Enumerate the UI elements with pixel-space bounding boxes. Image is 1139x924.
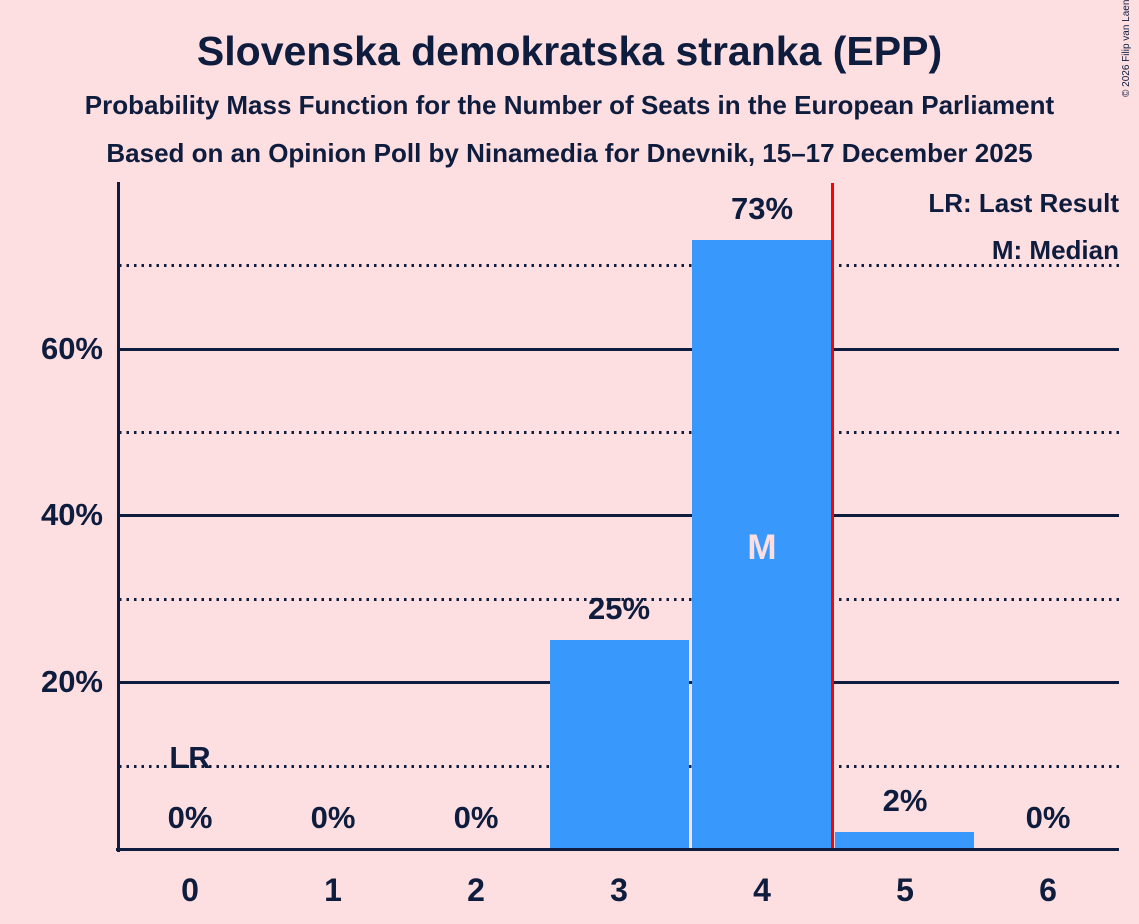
x-axis-label-seat-6: 6 [1039, 872, 1057, 908]
bar-value-label-seat-6: 0% [1025, 800, 1071, 835]
y-axis-tick-label: 20% [40, 664, 103, 699]
bar-seat-5 [835, 832, 974, 849]
chart-subtitle: Probability Mass Function for the Number… [84, 90, 1055, 120]
y-axis-line [117, 182, 120, 852]
bar-value-label-seat-3: 25% [587, 591, 651, 626]
solid-gridline-60 [119, 348, 1119, 351]
x-axis-label-seat-4: 4 [753, 872, 771, 908]
bar-value-label-seat-0: 0% [167, 800, 213, 835]
x-axis-label-seat-5: 5 [896, 872, 914, 908]
bar-value-label-seat-5: 2% [882, 783, 928, 818]
last-result-line [831, 183, 834, 850]
y-axis-tick-label: 60% [40, 331, 103, 366]
x-axis-label-seat-1: 1 [324, 872, 342, 908]
solid-gridline-40 [119, 514, 1119, 517]
dotted-gridline-70 [119, 264, 1119, 267]
last-result-annotation: LR [169, 740, 211, 775]
bar-value-label-seat-2: 0% [453, 800, 499, 835]
y-axis-tick-label: 40% [40, 497, 103, 532]
legend-median: M: Median [991, 235, 1119, 265]
chart-poll-source: Based on an Opinion Poll by Ninamedia fo… [106, 138, 1033, 168]
x-axis-label-seat-0: 0 [181, 872, 199, 908]
bar-value-label-seat-4: 73% [730, 191, 794, 226]
bar-value-label-seat-1: 0% [310, 800, 356, 835]
dotted-gridline-50 [119, 431, 1119, 434]
dotted-gridline-30 [119, 598, 1119, 601]
median-annotation: M [747, 528, 777, 567]
bar-seat-4 [692, 240, 831, 849]
copyright-notice: © 2026 Filip van Laenen [1121, 0, 1132, 97]
bar-seat-3 [550, 640, 689, 849]
legend-last-result: LR: Last Result [928, 188, 1119, 218]
chart-title: Slovenska demokratska stranka (EPP) [196, 28, 943, 74]
x-axis-line [116, 848, 1119, 851]
x-axis-label-seat-2: 2 [467, 872, 485, 908]
x-axis-label-seat-3: 3 [610, 872, 628, 908]
